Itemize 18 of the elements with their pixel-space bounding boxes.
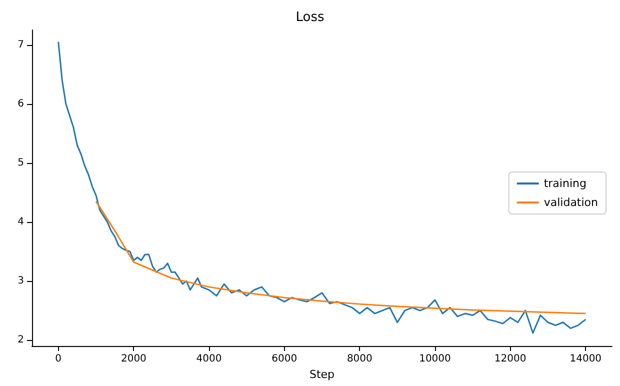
y-tick-label: 6 bbox=[18, 98, 24, 110]
x-tick-label: 2000 bbox=[120, 354, 146, 364]
y-tick-label: 3 bbox=[18, 276, 24, 287]
chart-title: Loss bbox=[296, 10, 324, 25]
y-tick-label: 4 bbox=[18, 216, 24, 228]
x-tick-label: 0 bbox=[55, 354, 62, 364]
x-axis-title: Step bbox=[309, 368, 335, 381]
y-tick-label: 2 bbox=[18, 334, 24, 346]
x-tick-label: 14000 bbox=[570, 354, 602, 364]
x-tick-label: 6000 bbox=[272, 354, 298, 364]
x-tick-label: 10000 bbox=[419, 354, 451, 364]
y-tick-label: 5 bbox=[18, 157, 24, 168]
x-tick-label: 8000 bbox=[346, 354, 372, 364]
x-tick-label: 12000 bbox=[494, 354, 526, 364]
legend-label: training bbox=[544, 177, 586, 190]
x-tick-label: 4000 bbox=[196, 354, 222, 364]
y-tick-label: 7 bbox=[18, 39, 24, 50]
legend-label: validation bbox=[544, 196, 598, 209]
